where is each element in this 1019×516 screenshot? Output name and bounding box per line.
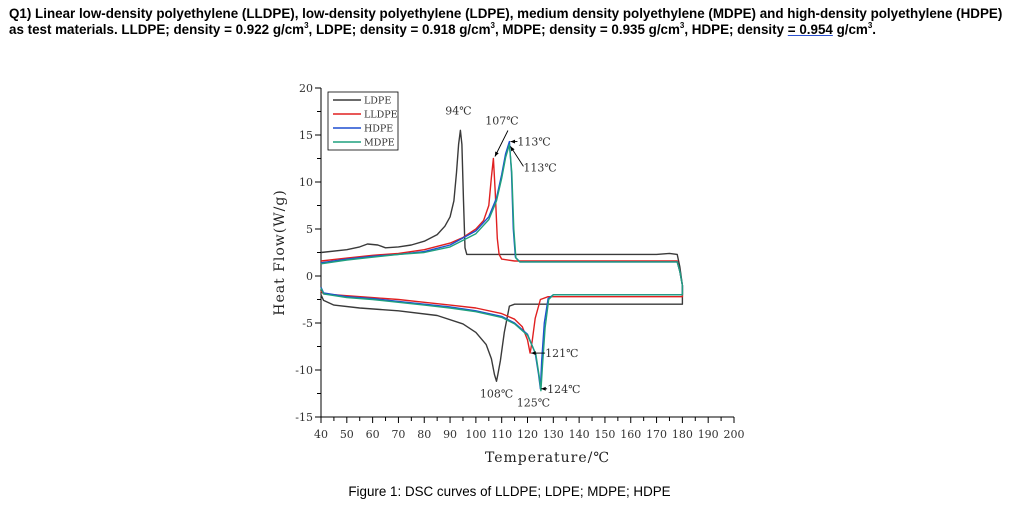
legend-label-hdpe: HDPE (364, 124, 393, 135)
y-tick-label: -5 (302, 317, 313, 330)
superscript-3: 3 (679, 20, 685, 30)
question-text: Q1) Linear low-density polyethylene (LLD… (9, 6, 1014, 37)
y-tick-label: 5 (306, 223, 313, 236)
x-tick-label: 90 (443, 428, 457, 441)
x-tick-label: 120 (517, 428, 538, 441)
figure-caption: Figure 1: DSC curves of LLDPE; LDPE; MDP… (348, 484, 671, 499)
legend-label-mdpe: MDPE (364, 138, 395, 149)
x-tick-label: 170 (646, 428, 667, 441)
annotation-label: 108℃ (480, 387, 513, 400)
x-tick-label: 70 (391, 428, 405, 441)
y-tick-label: 10 (299, 176, 313, 189)
x-tick-label: 130 (543, 428, 564, 441)
dsc-chart: 40 50 60 70 80 90 100 110 120 130 140 150 160 170 180 1… (272, 82, 745, 466)
y-tick-label: 20 (299, 82, 313, 95)
superscript-3: 3 (304, 20, 309, 30)
question-part-1: Q1) Linear low-density polyethylene (LLD… (9, 6, 1003, 37)
legend-label-lldpe: LLDPE (364, 110, 398, 121)
x-tick-label: 140 (569, 428, 590, 441)
y-tick-label: -15 (295, 411, 313, 424)
superscript-3: 3 (867, 20, 873, 30)
annotation-arrowhead (541, 386, 546, 391)
x-axis-label: Temperature/℃ (485, 450, 610, 466)
legend-label-ldpe: LDPE (364, 96, 391, 107)
x-tick-label: 160 (620, 428, 641, 441)
question-part-7: . (872, 21, 877, 37)
legend-box (327, 91, 399, 151)
annotation-label: 113℃ (523, 161, 556, 174)
x-tick-label: 110 (491, 428, 512, 441)
annotation-label: 124℃ (547, 383, 580, 396)
question-part-6: g/cm (832, 21, 868, 37)
question-part-4: , HDPE; density (684, 21, 788, 37)
annotation-label: 121℃ (545, 347, 578, 360)
x-tick-label: 60 (366, 428, 380, 441)
x-tick-label: 150 (594, 428, 615, 441)
annotation-arrowhead (510, 146, 515, 152)
x-tick-label: 190 (698, 428, 719, 441)
y-tick-label: -10 (295, 364, 313, 377)
series-line-mdpe (320, 143, 684, 392)
x-tick-label: 50 (340, 428, 354, 441)
y-tick-label: 0 (306, 270, 313, 283)
y-axis-label: Heat Flow(W/g) (272, 189, 288, 316)
superscript-3: 3 (490, 20, 495, 30)
series-line-ldpe (320, 129, 684, 382)
x-tick-label: 200 (724, 428, 745, 441)
x-tick-label: 80 (417, 428, 431, 441)
question-part-2: , LDPE; density = 0.918 g/cm (308, 21, 491, 37)
annotation-arrowhead (510, 139, 516, 144)
x-tick-label: 40 (314, 428, 328, 441)
annotation-label: 107℃ (485, 115, 518, 128)
hdpe-density-value: = 0.954 (787, 21, 833, 37)
annotation-label: 94℃ (445, 104, 471, 117)
annotation-label: 125℃ (517, 397, 550, 410)
question-part-3: , MDPE; density = 0.935 g/cm (494, 21, 680, 37)
x-tick-label: 100 (465, 428, 486, 441)
y-tick-label: 15 (299, 129, 313, 142)
x-tick-label: 180 (672, 428, 693, 441)
annotation-arrow (494, 130, 509, 157)
annotation-arrowhead (531, 351, 536, 356)
annotation-label: 113℃ (517, 136, 550, 149)
annotation-arrowhead (494, 151, 499, 157)
